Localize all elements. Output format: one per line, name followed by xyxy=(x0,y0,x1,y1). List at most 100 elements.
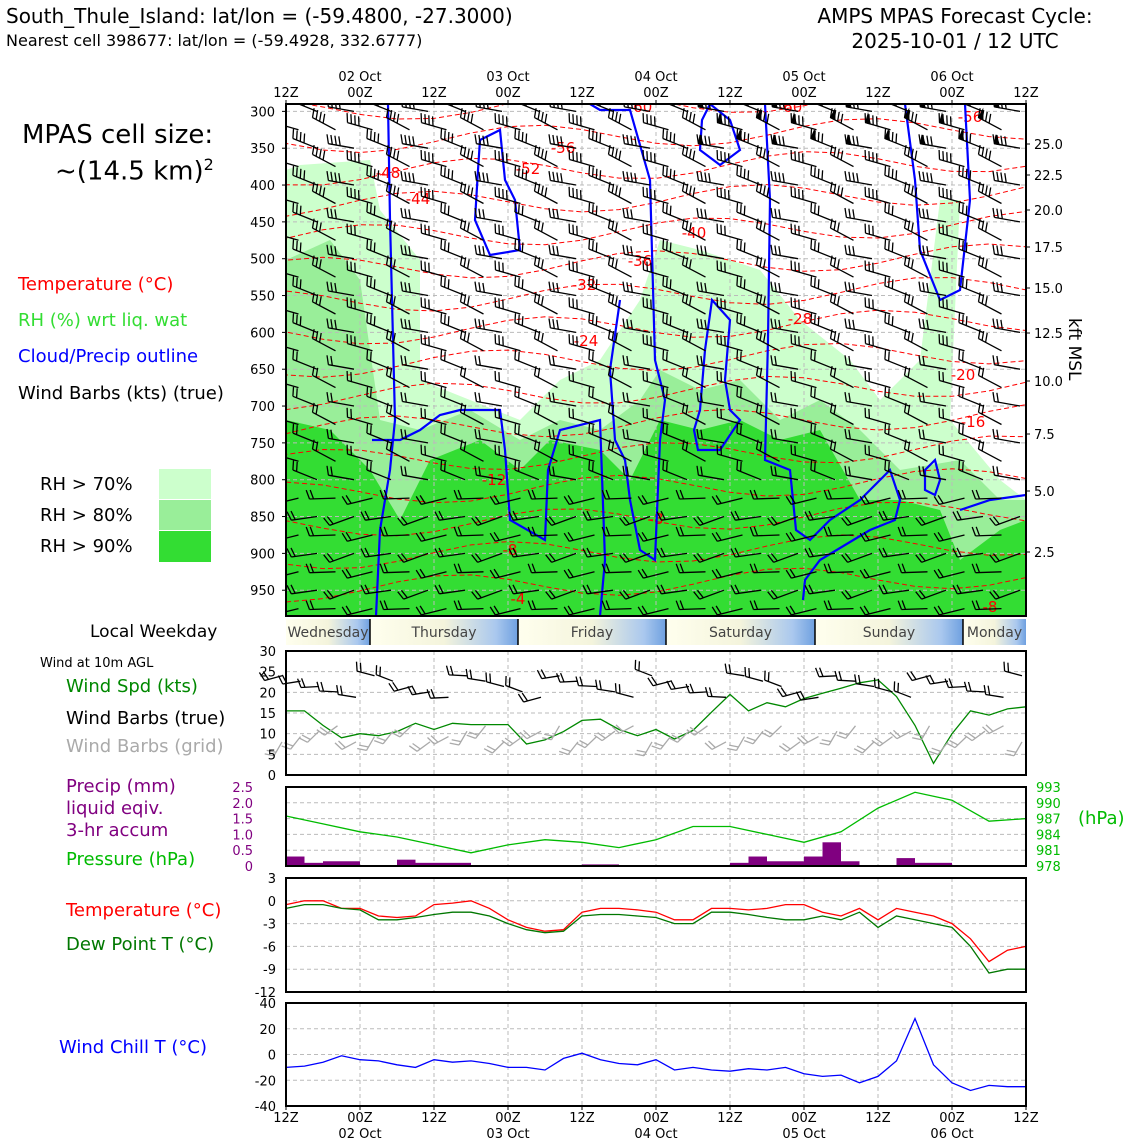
upper-wind-barb xyxy=(662,165,688,186)
upper-wind-barb xyxy=(963,104,984,113)
pressure-tick-label: 900 xyxy=(250,547,275,562)
upper-wind-barb xyxy=(568,444,595,462)
upper-wind-barb xyxy=(619,552,651,563)
upper-wind-barb xyxy=(642,186,669,205)
upper-wind-barb-pennant xyxy=(958,129,965,142)
upper-wind-barb xyxy=(938,444,965,462)
upper-wind-barb xyxy=(771,104,799,113)
precip-bar xyxy=(841,861,860,866)
upper-wind-barb xyxy=(514,276,540,297)
upper-wind-barb xyxy=(859,605,891,616)
upper-wind-barb xyxy=(286,571,299,576)
upper-wind-barb xyxy=(741,104,762,113)
upper-wind-barb xyxy=(810,423,836,444)
upper-wind-barb xyxy=(548,171,577,186)
upper-wind-barb xyxy=(323,552,355,563)
upper-wind-barb xyxy=(311,439,336,462)
upper-wind-barb xyxy=(992,355,1021,370)
cell-size-label: MPAS cell size: xyxy=(22,120,214,150)
upper-wind-barb xyxy=(379,526,410,537)
upper-wind-barb xyxy=(489,495,521,506)
kft-tick-label: 7.5 xyxy=(1034,428,1055,443)
upper-wind-barb-pennant xyxy=(736,129,743,142)
upper-wind-barb xyxy=(622,207,651,223)
surface-wind-barb-true xyxy=(536,669,560,680)
upper-wind-barb xyxy=(453,563,484,574)
upper-wind-barb xyxy=(607,329,632,352)
bottom-time-tick-label: 12Z xyxy=(865,1111,891,1126)
surface-wind-barb-grid xyxy=(761,725,782,738)
upper-wind-barb xyxy=(829,292,854,315)
upper-wind-barb-pennant xyxy=(919,104,927,109)
weekday-name: Monday xyxy=(967,625,1022,641)
cloud-outline xyxy=(959,493,1026,512)
pressure-tick-label: 850 xyxy=(250,511,275,526)
upper-wind-barb xyxy=(823,526,854,537)
upper-wind-barb xyxy=(305,600,336,611)
wind-panel-tick-label: 25 xyxy=(259,666,276,681)
upper-wind-barb xyxy=(971,526,1002,537)
upper-wind-barb xyxy=(385,292,410,315)
upper-wind-barb xyxy=(642,334,669,352)
upper-wind-barb xyxy=(958,276,984,297)
surface-wind-barb-grid xyxy=(889,729,912,740)
upper-wind-barb xyxy=(770,318,799,334)
upper-wind-barb xyxy=(305,526,336,537)
upper-wind-barb xyxy=(601,563,632,574)
upper-wind-barb-pennant xyxy=(829,107,836,121)
surface-wind-barb-grid xyxy=(797,735,819,745)
upper-wind-barb xyxy=(918,281,947,297)
upper-wind-barb xyxy=(292,202,318,223)
pressure-tick-label: 650 xyxy=(250,363,275,378)
bottom-time-tick-label: 00Z xyxy=(939,1111,965,1126)
upper-wind-barb xyxy=(568,260,595,278)
upper-wind-barb xyxy=(326,134,355,149)
upper-wind-barb xyxy=(346,260,373,278)
upper-wind-barb xyxy=(903,181,928,205)
upper-wind-barb xyxy=(903,402,928,426)
upper-wind-barb xyxy=(459,365,484,389)
upper-wind-barb xyxy=(397,515,429,527)
temp-panel xyxy=(285,877,1027,993)
precip-tick-label: 1.0 xyxy=(232,828,253,843)
windchill-panel-tick-label: 20 xyxy=(259,1023,276,1038)
upper-wind-barb xyxy=(415,605,447,616)
windchill-panel-tick-label: 0 xyxy=(268,1049,276,1064)
legend-rh90-swatch xyxy=(159,531,211,562)
upper-wind-barb xyxy=(736,349,762,370)
isotherm-line xyxy=(286,435,1026,490)
pressure-line xyxy=(285,791,1027,854)
upper-wind-barb xyxy=(829,181,854,205)
cloud-outline xyxy=(763,104,902,601)
upper-wind-barb xyxy=(360,510,392,521)
upper-wind-barb xyxy=(958,202,984,223)
top-date-label: 02 Oct xyxy=(338,70,381,85)
upper-wind-barb xyxy=(568,407,595,426)
upper-wind-barb xyxy=(810,313,836,334)
upper-wind-barb xyxy=(897,563,928,574)
upper-wind-barb xyxy=(810,239,836,260)
top-date-label: 04 Oct xyxy=(634,70,677,85)
upper-wind-barb xyxy=(952,547,984,558)
temp-panel-tick-label: -6 xyxy=(263,940,276,955)
upper-wind-barb xyxy=(326,355,355,370)
legend-pressure: Pressure (hPa) xyxy=(66,849,196,870)
isotherm-label: -44 xyxy=(406,190,431,208)
bottom-time-tick-label: 12Z xyxy=(569,1111,595,1126)
upper-wind-barb xyxy=(749,600,780,611)
legend-wind-grid: Wind Barbs (grid) xyxy=(66,736,224,757)
kft-tick-label: 5.0 xyxy=(1034,485,1055,500)
upper-wind-barb xyxy=(804,510,836,521)
upper-wind-barb xyxy=(326,171,355,186)
upper-wind-barb xyxy=(903,144,928,168)
upper-wind-barb-pennant xyxy=(697,104,705,109)
upper-wind-barb xyxy=(305,563,336,574)
upper-wind-barb xyxy=(642,444,669,462)
precip-bar xyxy=(286,856,305,866)
surface-wind-barb-grid xyxy=(542,725,561,741)
wind-panel-title: Wind at 10m AGL xyxy=(40,656,154,671)
wind-panel-tick-label: 10 xyxy=(259,728,276,743)
bottom-date-label: 05 Oct xyxy=(782,1127,825,1140)
upper-wind-barb xyxy=(527,526,558,537)
upper-wind-barb xyxy=(977,218,1002,241)
